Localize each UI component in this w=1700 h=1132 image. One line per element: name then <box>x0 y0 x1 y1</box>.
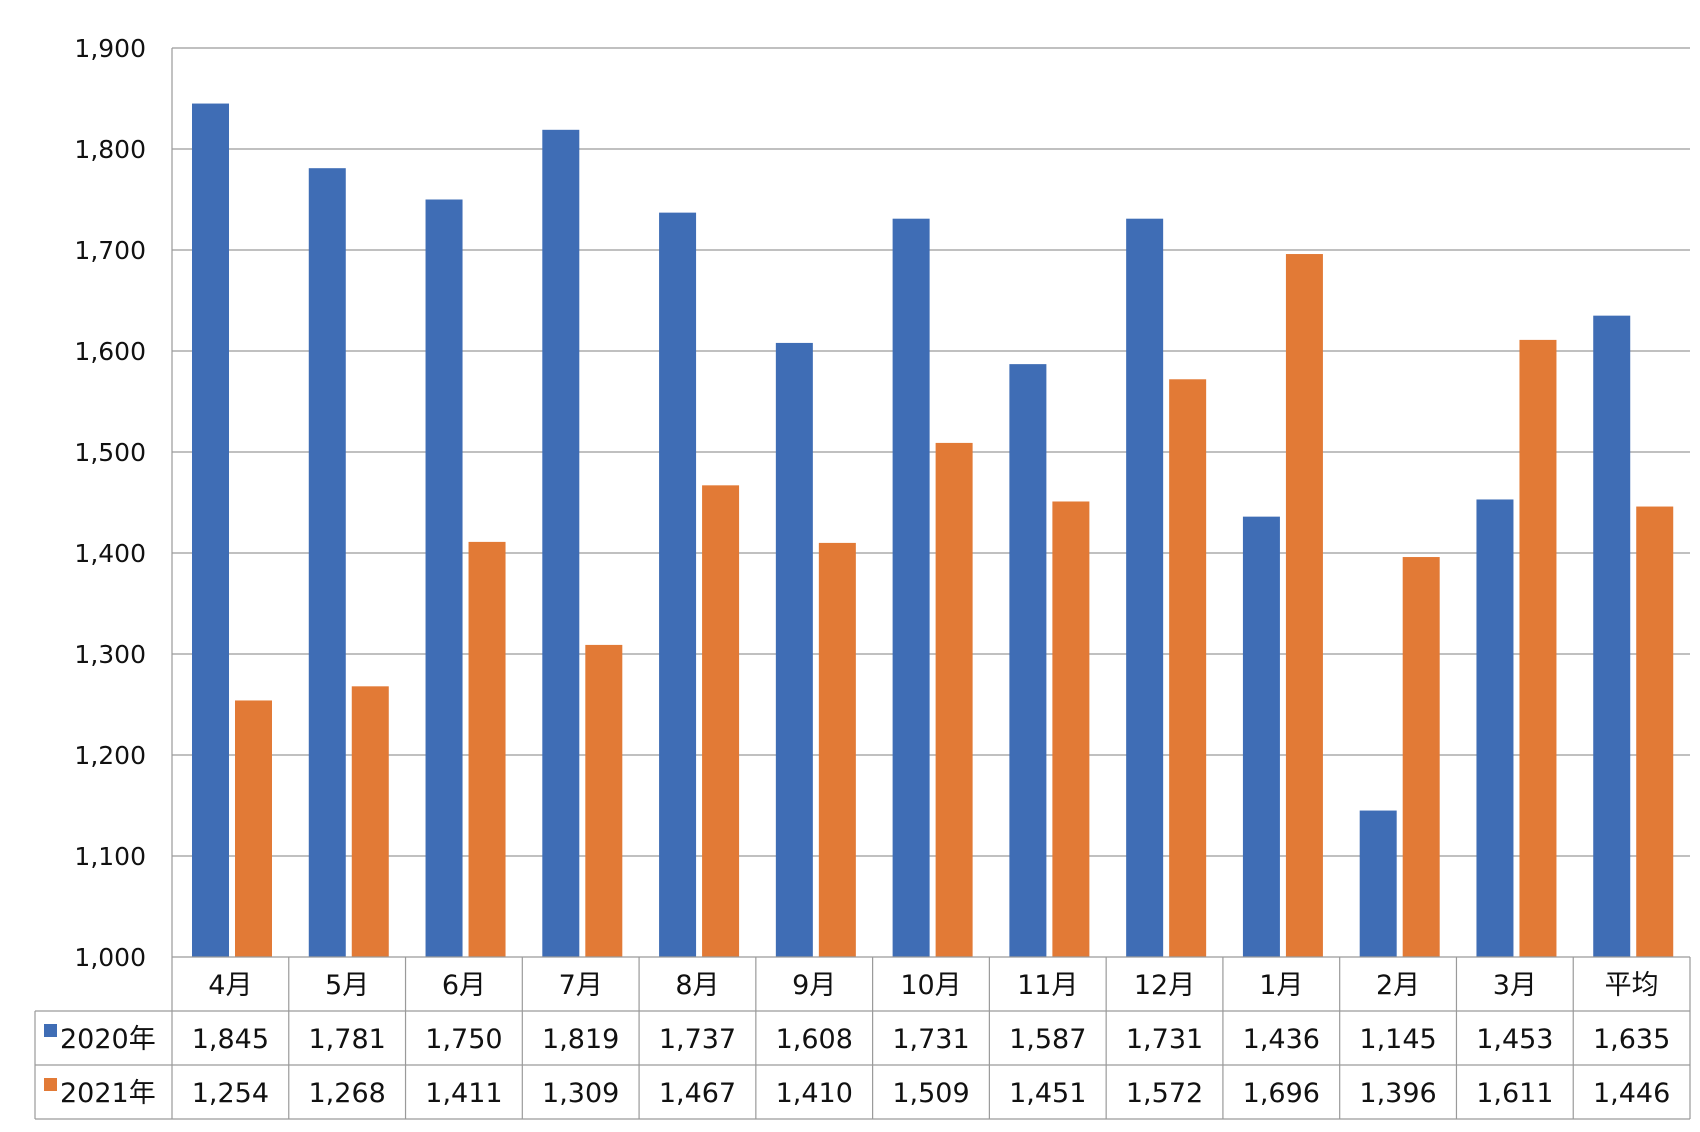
legend-key-2020 <box>44 1024 57 1037</box>
bar-2020-3 <box>542 129 580 957</box>
bar-2020-2 <box>425 199 463 957</box>
bar-2021-5 <box>818 542 856 957</box>
data-label: 1,268 <box>309 1078 386 1109</box>
bar-2020-9 <box>1242 516 1280 957</box>
data-label: 1,608 <box>776 1024 853 1055</box>
data-label: 1,453 <box>1476 1024 1553 1055</box>
data-label: 1,145 <box>1359 1024 1436 1055</box>
bar-2021-7 <box>1052 501 1090 957</box>
data-label: 1,750 <box>425 1024 502 1055</box>
y-tick-label: 1,800 <box>74 135 146 164</box>
data-label: 1,509 <box>892 1078 969 1109</box>
data-label: 1,819 <box>542 1024 619 1055</box>
bar-2021-9 <box>1285 254 1323 958</box>
data-label: 1,781 <box>309 1024 386 1055</box>
data-label: 1,436 <box>1243 1024 1320 1055</box>
y-tick-label: 1,900 <box>74 34 146 63</box>
category-label: 7月 <box>559 970 603 1001</box>
bar-2020-1 <box>308 168 346 957</box>
legend-key-2021 <box>44 1078 57 1091</box>
category-label: 12月 <box>1134 970 1195 1001</box>
category-label: 6月 <box>442 970 486 1001</box>
data-label: 1,254 <box>192 1078 269 1109</box>
y-tick-label: 1,600 <box>74 337 146 366</box>
category-label: 11月 <box>1017 970 1078 1001</box>
data-label: 1,572 <box>1126 1078 1203 1109</box>
data-label: 1,446 <box>1593 1078 1670 1109</box>
data-label: 1,845 <box>192 1024 269 1055</box>
legend-label-2020: 2020年 <box>60 1024 156 1055</box>
category-label: 5月 <box>325 970 369 1001</box>
bar-2021-3 <box>585 644 623 957</box>
bar-2020-7 <box>1009 364 1047 957</box>
data-label: 1,396 <box>1359 1078 1436 1109</box>
y-tick-label: 1,300 <box>74 640 146 669</box>
bar-2020-12 <box>1593 315 1631 957</box>
data-label: 1,731 <box>1126 1024 1203 1055</box>
bar-2020-6 <box>892 218 930 957</box>
data-label: 1,737 <box>659 1024 736 1055</box>
data-label: 1,696 <box>1243 1078 1320 1109</box>
legend-label-2021: 2021年 <box>60 1078 156 1109</box>
data-label: 1,411 <box>425 1078 502 1109</box>
data-label: 1,635 <box>1593 1024 1670 1055</box>
bar-2021-12 <box>1636 506 1674 957</box>
bar-2021-10 <box>1402 557 1440 957</box>
category-label: 1月 <box>1259 970 1303 1001</box>
data-label: 1,467 <box>659 1078 736 1109</box>
y-tick-label: 1,500 <box>74 438 146 467</box>
bar-2020-8 <box>1126 218 1164 957</box>
y-tick-label: 1,400 <box>74 539 146 568</box>
bar-2021-6 <box>935 442 973 957</box>
y-tick-label: 1,000 <box>74 943 146 972</box>
bar-2021-0 <box>235 700 272 957</box>
data-label: 1,731 <box>892 1024 969 1055</box>
bar-2021-4 <box>702 485 740 957</box>
data-label: 1,410 <box>776 1078 853 1109</box>
bar-2021-1 <box>351 686 389 957</box>
category-label: 10月 <box>900 970 961 1001</box>
y-tick-label: 1,100 <box>74 842 146 871</box>
bar-2020-11 <box>1476 499 1514 957</box>
category-label: 3月 <box>1493 970 1537 1001</box>
bar-2020-10 <box>1359 810 1397 957</box>
data-label: 1,451 <box>1009 1078 1086 1109</box>
data-label: 1,611 <box>1476 1078 1553 1109</box>
category-label: 9月 <box>792 970 836 1001</box>
bar-2020-4 <box>659 212 697 957</box>
bar-2021-2 <box>468 541 506 957</box>
bar-2021-8 <box>1169 379 1207 957</box>
data-label: 1,587 <box>1009 1024 1086 1055</box>
category-label: 8月 <box>675 970 719 1001</box>
bar-2021-11 <box>1519 339 1557 957</box>
y-tick-label: 1,700 <box>74 236 146 265</box>
bar-2020-0 <box>192 103 229 958</box>
category-label: 4月 <box>208 970 252 1001</box>
data-label: 1,309 <box>542 1078 619 1109</box>
category-label: 2月 <box>1376 970 1420 1001</box>
category-label: 平均 <box>1605 970 1659 1001</box>
bar-2020-5 <box>775 342 813 957</box>
y-tick-label: 1,200 <box>74 741 146 770</box>
